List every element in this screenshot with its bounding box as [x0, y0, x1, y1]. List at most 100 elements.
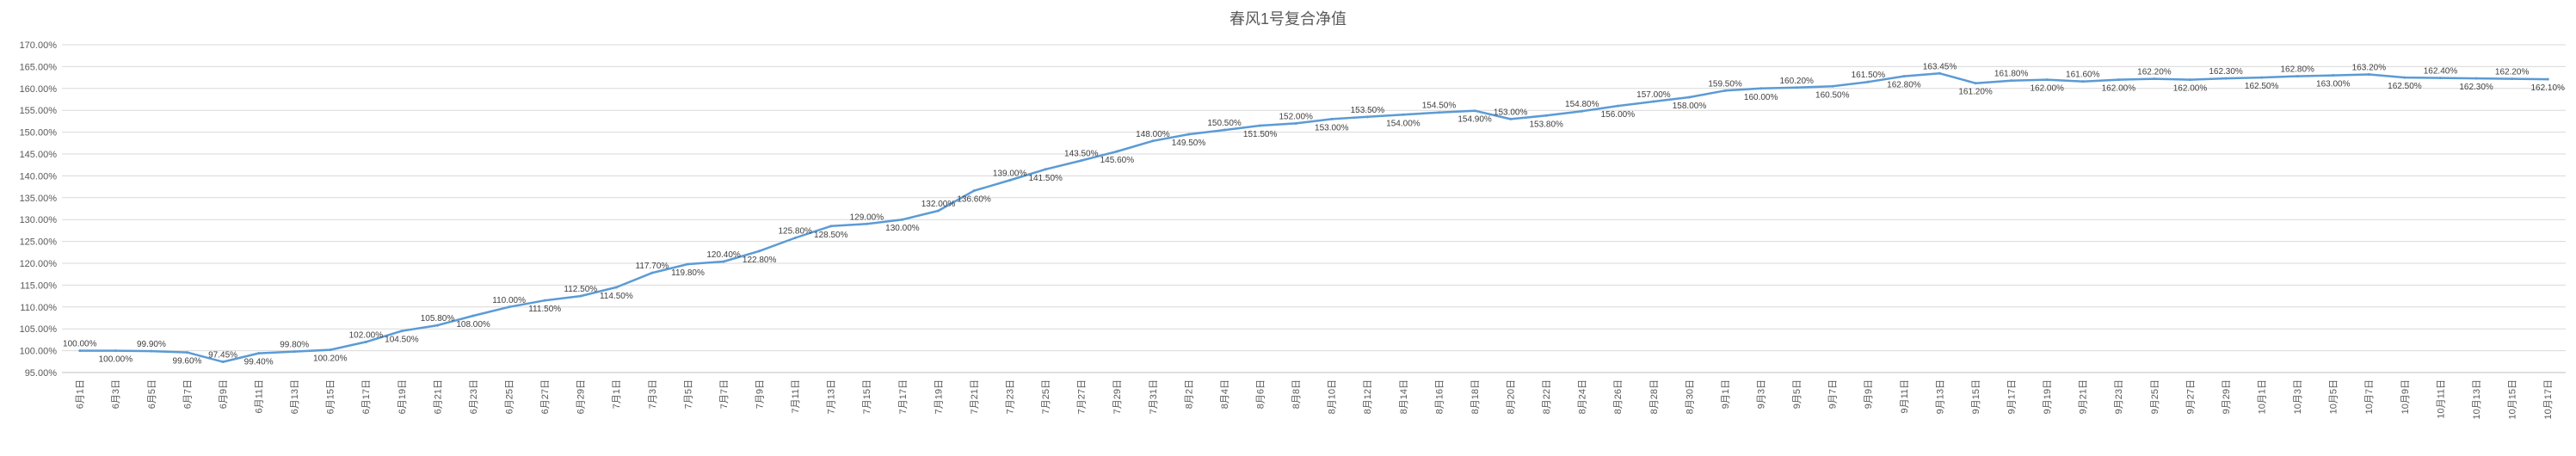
data-point — [1115, 150, 1119, 153]
data-label: 119.80% — [671, 268, 705, 278]
y-axis: 95.00% 100.00% 105.00% 110.00% 115.00% 120.00… — [20, 40, 58, 379]
data-label: 163.00% — [2316, 80, 2351, 89]
x-tick-label: 7月1日 — [612, 379, 622, 409]
data-label: 153.80% — [1529, 120, 1563, 129]
data-label: 100.00% — [99, 355, 133, 365]
data-label: 162.00% — [2173, 84, 2208, 94]
y-tick-label: 100.00% — [20, 347, 58, 357]
data-point — [758, 250, 761, 253]
data-label: 162.10% — [2530, 83, 2565, 93]
data-point — [1008, 178, 1012, 182]
x-tick-label: 7月17日 — [898, 379, 909, 414]
data-point — [436, 324, 439, 327]
x-tick-label: 9月21日 — [2079, 379, 2089, 414]
x-tick-label: 7月11日 — [791, 379, 801, 414]
data-point — [972, 189, 976, 193]
data-label: 145.60% — [1100, 156, 1135, 165]
y-tick-label: 160.00% — [20, 84, 58, 95]
data-point — [2081, 80, 2085, 83]
data-point — [901, 218, 904, 221]
data-point — [1544, 114, 1548, 117]
x-tick-label: 7月29日 — [1112, 379, 1123, 414]
data-label: 125.80% — [778, 227, 812, 237]
y-tick-label: 110.00% — [20, 303, 57, 313]
data-label: 162.50% — [2388, 82, 2422, 91]
x-tick-label: 8月12日 — [1363, 379, 1373, 414]
data-point — [1330, 117, 1334, 120]
x-tick-label: 9月27日 — [2185, 379, 2196, 414]
data-label: 108.00% — [456, 320, 490, 330]
x-axis: 6月1日 6月3日 6月5日 6月7日 6月9日 6月11日 6月13日 6月15日 6月17日… — [76, 379, 2554, 419]
x-tick-label: 6月15日 — [326, 379, 336, 414]
data-label: 162.00% — [2102, 84, 2136, 94]
data-point — [1974, 82, 1977, 85]
y-tick-label: 115.00% — [20, 280, 57, 291]
data-label: 149.50% — [1172, 139, 1206, 148]
x-tick-label: 6月9日 — [219, 379, 229, 409]
data-label: 162.80% — [2280, 65, 2314, 75]
data-label: 136.60% — [957, 195, 991, 205]
data-labels: 100.00%100.00% 99.90% 99.60% 97.45% 99.40% 99… — [63, 62, 2565, 367]
data-point — [793, 237, 797, 240]
data-point — [1759, 87, 1763, 90]
x-tick-label: 6月13日 — [290, 379, 300, 414]
data-point — [1294, 121, 1297, 125]
data-point — [1902, 75, 1906, 78]
data-label: 120.40% — [706, 250, 741, 260]
y-tick-label: 135.00% — [20, 194, 58, 204]
data-point — [1652, 100, 1655, 103]
data-label: 130.00% — [885, 224, 920, 233]
x-tick-label: 6月21日 — [433, 379, 443, 414]
data-point — [186, 351, 188, 354]
x-tick-label: 9月5日 — [1792, 379, 1803, 409]
x-tick-label: 6月5日 — [147, 379, 157, 409]
data-point — [221, 360, 225, 364]
data-point — [1259, 124, 1262, 127]
data-label: 156.00% — [1601, 110, 1636, 120]
x-tick-label: 6月25日 — [504, 379, 515, 414]
data-label: 129.00% — [850, 213, 884, 222]
x-tick-label: 9月13日 — [1935, 379, 1945, 414]
x-tick-label: 10月7日 — [2364, 379, 2375, 414]
x-tick-label: 8月16日 — [1434, 379, 1445, 414]
data-point — [1866, 80, 1870, 83]
x-tick-label: 9月19日 — [2043, 379, 2053, 414]
data-label: 151.50% — [1243, 130, 1278, 139]
data-point — [2332, 74, 2335, 77]
x-tick-label: 7月9日 — [755, 379, 765, 409]
data-point — [257, 352, 261, 355]
y-tick-label: 150.00% — [20, 128, 58, 139]
data-point — [2439, 77, 2442, 80]
x-tick-label: 10月1日 — [2257, 379, 2267, 414]
y-tick-label: 140.00% — [20, 171, 58, 182]
data-point — [937, 209, 940, 213]
x-tick-label: 7月3日 — [648, 379, 658, 409]
x-tick-label: 10月5日 — [2329, 379, 2339, 414]
x-tick-label: 9月3日 — [1756, 379, 1766, 409]
data-point — [614, 286, 618, 289]
data-point — [400, 330, 404, 333]
data-label: 163.45% — [1923, 62, 1957, 71]
data-label: 111.50% — [528, 305, 561, 314]
x-tick-label: 9月25日 — [2150, 379, 2160, 414]
data-point — [1795, 86, 1798, 89]
data-point — [1402, 113, 1405, 116]
data-label: 161.50% — [1852, 71, 1886, 80]
data-point — [1581, 109, 1584, 113]
data-point — [1151, 139, 1155, 143]
data-point — [1365, 115, 1369, 119]
data-point — [2153, 77, 2156, 81]
x-tick-label: 8月4日 — [1220, 379, 1230, 409]
x-tick-label: 8月10日 — [1328, 379, 1338, 414]
data-label: 162.50% — [2245, 82, 2279, 91]
data-label: 159.50% — [1708, 79, 1742, 89]
data-point — [579, 294, 582, 298]
x-tick-label: 9月7日 — [1828, 379, 1839, 409]
x-tick-label: 9月15日 — [1971, 379, 1981, 414]
data-label: 162.20% — [2137, 68, 2172, 77]
data-point — [508, 305, 511, 309]
y-tick-label: 125.00% — [20, 237, 58, 248]
x-tick-label: 8月24日 — [1578, 379, 1588, 414]
x-tick-label: 9月11日 — [1900, 379, 1910, 414]
